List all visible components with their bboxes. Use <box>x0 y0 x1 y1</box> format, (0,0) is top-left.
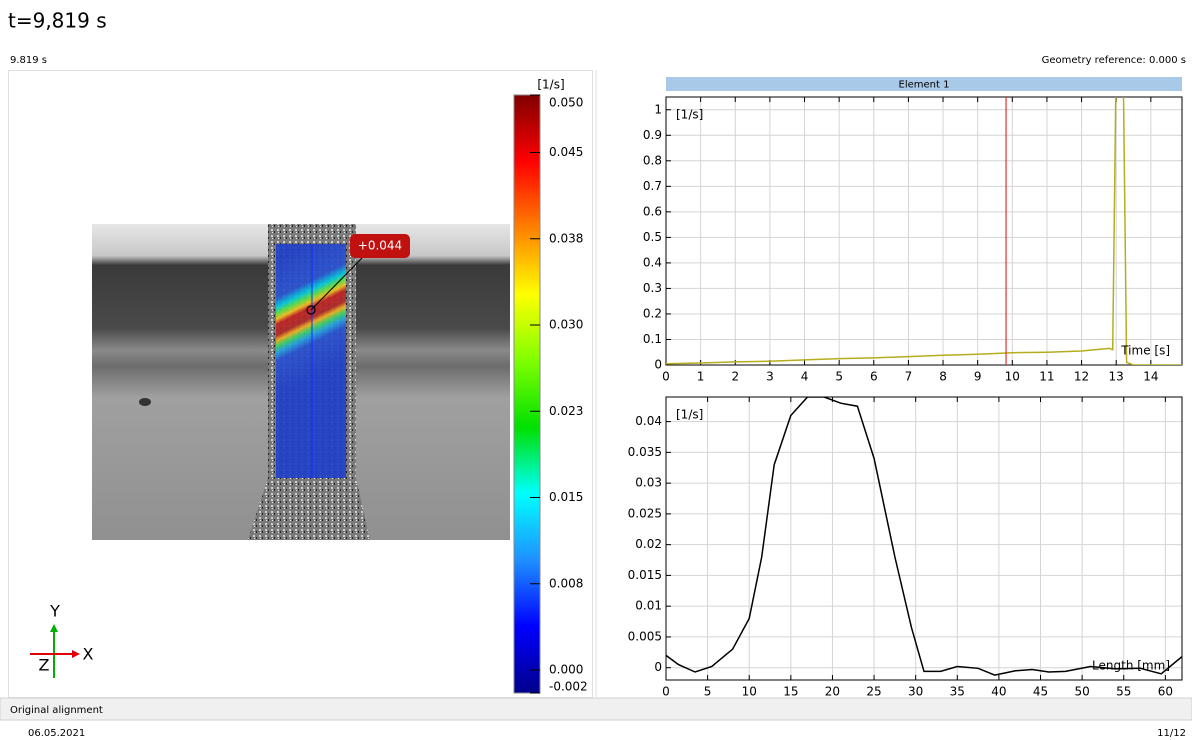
x-tick-label: 8 <box>939 370 947 384</box>
x-tick-label: 3 <box>766 370 774 384</box>
y-tick-label: 1 <box>654 102 662 116</box>
x-tick-label: 11 <box>1039 370 1054 384</box>
y-tick-label: 0.025 <box>628 506 662 520</box>
x-tick-label: 5 <box>835 370 843 384</box>
y-tick-label: 0.5 <box>643 230 662 244</box>
y-tick-label: 0.04 <box>635 414 662 428</box>
plot-frame <box>665 96 1183 366</box>
x-tick-label: 20 <box>825 685 840 699</box>
time-label: 9.819 s <box>10 55 47 66</box>
y-tick-label: 0 <box>654 660 662 674</box>
status-bar <box>0 697 1192 721</box>
x-axis-label: Time [s] <box>1120 344 1170 358</box>
x-tick-label: 30 <box>908 685 923 699</box>
x-tick-label: 50 <box>1074 685 1089 699</box>
y-tick-label: 0 <box>654 358 662 372</box>
y-tick-label: 0.035 <box>628 445 662 459</box>
x-tick-label: 0 <box>662 685 670 699</box>
x-tick-label: 0 <box>662 370 670 384</box>
plot-area <box>665 396 1183 681</box>
y-tick-label: 0.005 <box>628 629 662 643</box>
y-tick-label: 0.7 <box>643 179 662 193</box>
x-tick-label: 6 <box>870 370 878 384</box>
probe-label: +0.044 <box>358 239 402 253</box>
axis-triad <box>30 624 80 678</box>
colorbar-unit: [1/s] <box>537 78 564 92</box>
x-tick-label: 9 <box>974 370 982 384</box>
plot-frame <box>665 396 1183 681</box>
element-label: Element 1 <box>899 80 950 91</box>
colorbar: 0.050 0.045 0.038 0.030 0.023 0.015 0.008 0.000… <box>513 94 588 694</box>
x-tick-label: 14 <box>1143 370 1158 384</box>
x-tick-label: 35 <box>950 685 965 699</box>
colorbar-tick-label: 0.045 <box>549 145 583 159</box>
x-tick-label: 2 <box>731 370 739 384</box>
colorbar-tick-label: 0.000 <box>549 663 583 677</box>
colorbar-tick-label: 0.030 <box>549 318 583 332</box>
x-tick-label: 4 <box>801 370 809 384</box>
x-tick-label: 1 <box>697 370 705 384</box>
status-text: Original alignment <box>10 705 103 716</box>
colorbar-tick-label: 0.015 <box>549 490 583 504</box>
x-tick-label: 5 <box>704 685 712 699</box>
colorbar-tick-label: 0.023 <box>549 404 583 418</box>
y-tick-label: 0.4 <box>643 255 662 269</box>
charts: 00.10.20.30.40.50.60.70.80.910 1 2 3 4 5 6 7 8 9 1… <box>628 96 1183 699</box>
plot-area <box>665 96 1183 366</box>
specimen-image <box>92 224 510 540</box>
x-tick-label: 12 <box>1074 370 1089 384</box>
y-tick-label: 0.6 <box>643 204 662 218</box>
x-tick-label: 25 <box>866 685 881 699</box>
element-bar <box>666 77 1182 91</box>
x-tick-label: 13 <box>1109 370 1124 384</box>
x-tick-label: 40 <box>991 685 1006 699</box>
x-tick-label: 10 <box>1005 370 1020 384</box>
colorbar-tick-label: 0.050 <box>549 96 583 110</box>
x-tick-label: 45 <box>1033 685 1048 699</box>
y-tick-label: 0.01 <box>635 599 662 613</box>
x-axis-label: Length [mm] <box>1092 659 1170 673</box>
colorbar-tick-label: 0.008 <box>549 576 583 590</box>
axis-y-label: Y <box>49 602 60 621</box>
x-tick-label: 15 <box>783 685 798 699</box>
data-line <box>666 397 1182 676</box>
y-tick-label: 0.02 <box>635 537 662 551</box>
x-tick-label: 60 <box>1158 685 1173 699</box>
date: 06.05.2021 <box>28 728 85 739</box>
y-tick-label: 0.3 <box>643 281 662 295</box>
axis-x-label: X <box>83 645 94 664</box>
y-axis-label: [1/s] <box>676 108 703 122</box>
page-title: t=9,819 s <box>8 9 107 33</box>
page-number: 11/12 <box>1157 728 1186 739</box>
x-tick-label: 55 <box>1116 685 1131 699</box>
x-tick-label: 10 <box>742 685 757 699</box>
y-tick-label: 0.1 <box>643 332 662 346</box>
x-tick-label: 7 <box>905 370 913 384</box>
y-tick-label: 0.9 <box>643 128 662 142</box>
geometry-reference: Geometry reference: 0.000 s <box>1042 55 1186 66</box>
colorbar-scale <box>513 94 541 694</box>
axis-z-label: Z <box>39 656 50 675</box>
colorbar-tick-label: 0.038 <box>549 231 583 245</box>
data-line <box>666 97 1182 365</box>
colorbar-tick-label: -0.002 <box>549 680 588 694</box>
y-tick-label: 0.8 <box>643 153 662 167</box>
y-tick-label: 0.03 <box>635 476 662 490</box>
y-tick-label: 0.2 <box>643 306 662 320</box>
y-tick-label: 0.015 <box>628 568 662 582</box>
y-axis-label: [1/s] <box>676 408 703 422</box>
